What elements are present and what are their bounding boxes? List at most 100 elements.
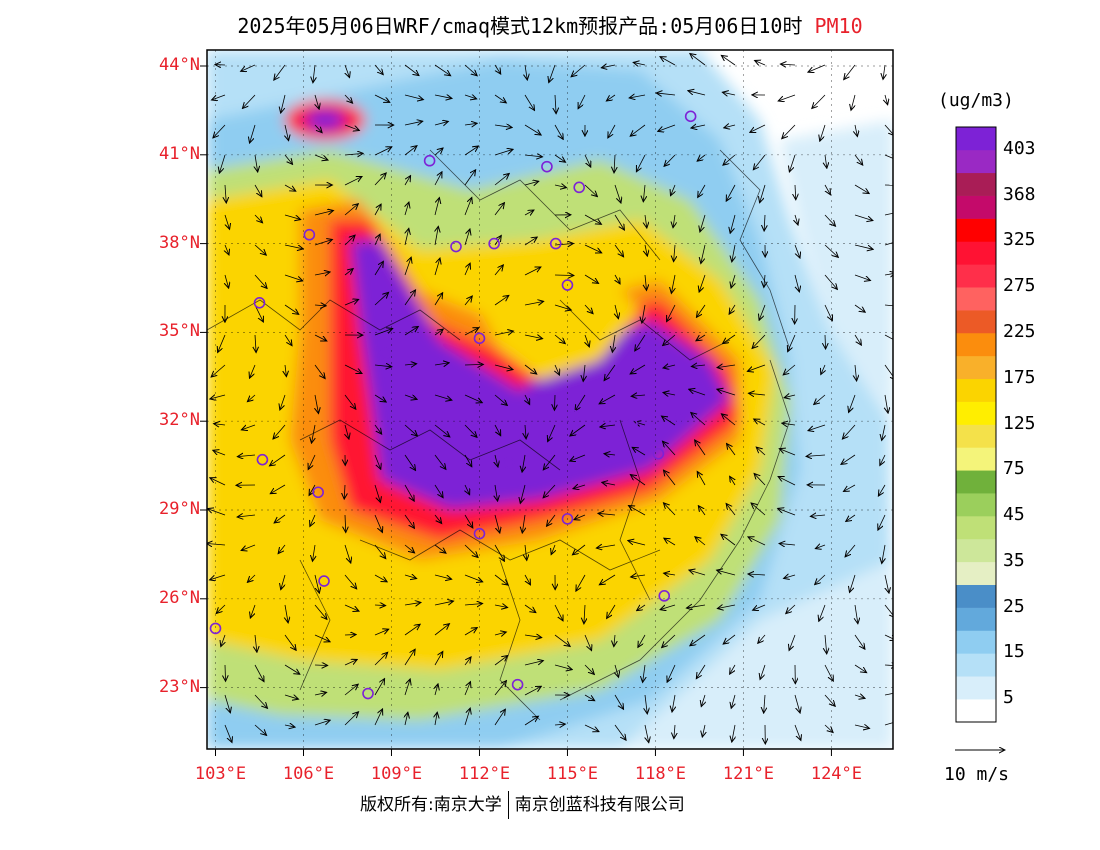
wind-arrow (843, 484, 856, 491)
wind-arrow (695, 537, 706, 546)
wind-arrow (494, 64, 501, 74)
wind-arrow (645, 244, 647, 256)
wind-arrow (599, 574, 616, 585)
wind-arrow (344, 269, 353, 276)
map-title: 2025年05月06日WRF/cmaq模式12km预报产品:05月06日10时 P… (0, 10, 1100, 39)
wind-arrow (732, 244, 735, 262)
wind-arrow (280, 394, 286, 410)
wind-arrow (717, 365, 736, 368)
colorbar-swatch (956, 584, 996, 608)
wind-arrow (494, 331, 513, 335)
station-marker (312, 486, 324, 499)
wind-arrow (465, 484, 470, 495)
wind-arrow (697, 154, 706, 161)
wind-arrow (782, 124, 796, 139)
wind-arrow (662, 441, 676, 456)
wind-arrow (585, 334, 589, 347)
wind-arrow (672, 694, 675, 712)
wind-arrow (664, 538, 676, 546)
wind-arrow (404, 257, 411, 276)
wind-arrow (374, 605, 386, 606)
wind-arrow (524, 237, 537, 246)
wind-arrow (345, 424, 349, 439)
wind-arrow (753, 604, 766, 610)
wind-arrow (404, 454, 416, 471)
wind-arrow (643, 664, 645, 682)
wind-arrow (525, 574, 530, 585)
station-marker (473, 527, 486, 540)
lon-label: 115°E (546, 764, 599, 784)
wind-arrow (344, 659, 357, 666)
wind-arrow (854, 154, 863, 165)
lat-label: 32°N (159, 410, 200, 431)
colorbar-swatch (956, 378, 996, 402)
wind-arrow (221, 634, 225, 647)
wind-arrow (374, 64, 383, 75)
wind-arrow (752, 334, 766, 348)
stations (209, 110, 697, 700)
wind-arrow (314, 692, 327, 695)
wind-arrow (751, 503, 766, 516)
wind-arrow (212, 94, 226, 100)
wind-arrow (404, 64, 419, 76)
colorbar-swatch (956, 607, 996, 631)
wind-arrow (614, 154, 615, 173)
wind-arrow (855, 124, 857, 137)
wind-arrow (747, 364, 766, 371)
wind-arrow (254, 724, 267, 735)
wind-arrow (434, 121, 448, 125)
station-marker (423, 154, 436, 167)
wind-arrow (224, 694, 230, 713)
wind-arrow (759, 304, 766, 320)
concentration-field (207, 50, 893, 749)
wind-arrow (884, 154, 893, 159)
wind-arrow (434, 544, 446, 553)
wind-arrow (434, 258, 440, 276)
station-marker (318, 575, 330, 587)
wind-arrow (880, 454, 886, 465)
wind-arrow (698, 506, 706, 516)
wind-arrow (247, 394, 256, 402)
footer-separator (507, 791, 509, 819)
colorbar-swatch (956, 401, 996, 425)
colorbar-swatch (956, 493, 996, 517)
wind-arrow (464, 328, 479, 336)
title-text: 2025年05月06日WRF/cmaq模式12km预报产品:05月06日10时 (237, 14, 803, 38)
wind-arrow (854, 695, 865, 698)
wind-arrow (464, 364, 483, 365)
station-marker (541, 160, 553, 173)
wind-arrow (524, 210, 534, 215)
wind-arrow (543, 484, 556, 498)
wind-arrow (314, 364, 325, 379)
wind-arrow (404, 327, 418, 336)
wind-arrow (794, 724, 801, 740)
wind-arrow (786, 604, 796, 614)
wind-arrow (285, 124, 289, 141)
station-marker (379, 347, 392, 359)
wind-arrow (522, 454, 525, 472)
wind-arrow (281, 94, 286, 113)
wind-arrow (404, 544, 415, 553)
colorbar-swatch (956, 264, 996, 288)
wind-arrow (701, 244, 706, 264)
wind-arrow (495, 484, 498, 501)
wind-arrow (696, 334, 706, 341)
wind-arrow (494, 632, 506, 635)
wind-arrow (824, 724, 833, 733)
wind-arrow (764, 214, 765, 231)
colorbar-swatch (956, 218, 996, 242)
wind-arrow (344, 124, 359, 130)
wind-arrow (825, 334, 826, 349)
lat-label: 41°N (159, 143, 200, 164)
wind-arrow (795, 274, 799, 292)
wind-arrow (524, 335, 543, 339)
wind-arrow (218, 334, 226, 352)
wind-arrow (237, 455, 256, 457)
wind-arrow (404, 424, 417, 436)
wind-arrow (344, 177, 362, 186)
wind-arrow (674, 724, 675, 739)
wind-arrow (841, 454, 856, 464)
wind-arrow (754, 419, 766, 426)
wind-arrow (464, 146, 479, 156)
wind-arrow (524, 635, 542, 638)
